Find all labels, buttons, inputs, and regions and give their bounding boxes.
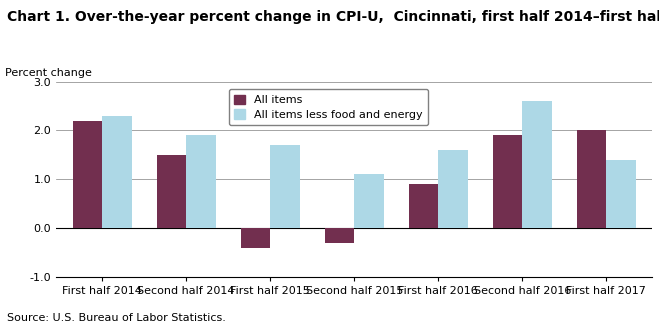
Bar — [493, 135, 522, 228]
Bar — [606, 160, 636, 228]
Bar — [577, 130, 606, 228]
Bar — [355, 174, 384, 228]
Text: Percent change: Percent change — [5, 67, 92, 78]
Bar — [438, 150, 468, 228]
Bar — [409, 184, 438, 228]
Legend: All items, All items less food and energy: All items, All items less food and energ… — [229, 89, 428, 126]
Text: Source: U.S. Bureau of Labor Statistics.: Source: U.S. Bureau of Labor Statistics. — [7, 313, 225, 323]
Bar — [325, 228, 355, 243]
Bar — [270, 145, 300, 228]
Bar — [157, 155, 186, 228]
Bar — [102, 116, 132, 228]
Bar — [72, 121, 102, 228]
Bar — [241, 228, 270, 248]
Text: Chart 1. Over-the-year percent change in CPI-U,  Cincinnati, first half 2014–fir: Chart 1. Over-the-year percent change in… — [7, 10, 659, 24]
Bar — [186, 135, 215, 228]
Bar — [522, 101, 552, 228]
